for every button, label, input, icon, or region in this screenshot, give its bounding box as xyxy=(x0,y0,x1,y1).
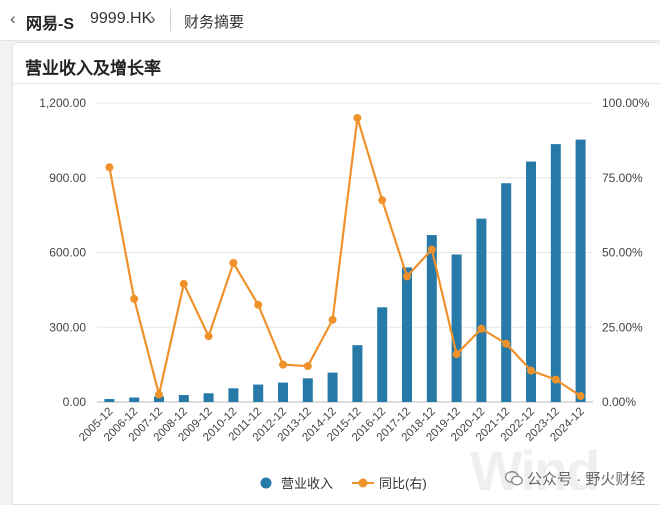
legend-growth-label: 同比(右) xyxy=(379,476,427,491)
growth-point xyxy=(204,332,213,341)
left-tick-label: 0.00 xyxy=(63,395,87,409)
left-tick-label: 600.00 xyxy=(49,246,86,260)
growth-point xyxy=(105,163,114,172)
growth-point xyxy=(502,339,511,348)
revenue-bar xyxy=(302,378,313,402)
legend-revenue-label: 营业收入 xyxy=(281,476,333,491)
growth-point xyxy=(155,390,163,399)
right-tick-label: 75.00% xyxy=(602,171,643,185)
growth-point xyxy=(303,362,312,371)
revenue-bar xyxy=(575,139,586,402)
revenue-bar xyxy=(228,388,239,402)
chart-title: 营业收入及增长率 xyxy=(25,59,161,78)
growth-point xyxy=(378,196,387,205)
right-tick-label: 0.00% xyxy=(602,395,636,409)
chevron-left-icon[interactable]: ‹ xyxy=(10,9,16,28)
revenue-bar xyxy=(352,345,363,402)
wechat-credit-text: 公众号 · 野火财经 xyxy=(527,471,646,488)
revenue-bar xyxy=(129,397,140,402)
wechat-credit: 公众号 · 野火财经 xyxy=(505,468,645,489)
growth-point xyxy=(477,324,486,333)
title-divider xyxy=(13,83,660,84)
growth-point xyxy=(254,300,263,309)
growth-point xyxy=(576,392,585,401)
growth-point xyxy=(527,366,535,375)
growth-point xyxy=(130,294,139,303)
left-tick-label: 1,200.00 xyxy=(39,96,86,110)
stock-name: 网易-S xyxy=(26,16,75,33)
growth-line xyxy=(108,117,582,397)
growth-point xyxy=(353,113,362,122)
left-tick-label: 900.00 xyxy=(49,171,86,185)
revenue-bar xyxy=(402,267,412,402)
header-divider xyxy=(170,9,171,31)
stock-code: 9999.HK xyxy=(90,10,153,27)
growth-point xyxy=(427,245,436,254)
revenue-bar xyxy=(550,144,561,403)
growth-point xyxy=(328,315,337,324)
top-bar: ‹ 网易-S 9999.HK › 财务摘要 xyxy=(0,0,660,41)
growth-point xyxy=(452,350,461,359)
revenue-bar xyxy=(203,393,214,402)
revenue-bar xyxy=(104,399,115,402)
revenue-bar xyxy=(154,396,164,402)
revenue-bar xyxy=(451,254,462,402)
revenue-bar xyxy=(253,384,264,402)
growth-point xyxy=(179,279,188,288)
right-tick-label: 25.00% xyxy=(602,320,643,334)
growth-point xyxy=(551,375,560,384)
wind-watermark: Wind xyxy=(470,439,600,502)
growth-point xyxy=(229,258,238,267)
right-tick-label: 50.00% xyxy=(602,246,643,260)
chevron-right-icon[interactable]: › xyxy=(150,9,156,28)
growth-point xyxy=(279,360,287,369)
revenue-bar xyxy=(501,183,512,402)
revenue-bar xyxy=(327,372,338,402)
revenue-bar xyxy=(526,161,536,402)
revenue-bar xyxy=(377,307,388,402)
wechat-icon xyxy=(505,471,523,486)
growth-point xyxy=(403,272,411,281)
right-tick-label: 100.00% xyxy=(602,96,650,110)
revenue-bar xyxy=(278,382,288,402)
revenue-bar xyxy=(426,235,437,402)
tab-financial-summary[interactable]: 财务摘要 xyxy=(184,14,245,31)
left-tick-label: 300.00 xyxy=(49,320,86,334)
revenue-bar xyxy=(476,218,487,402)
legend-growth-marker xyxy=(358,478,368,488)
revenue-bar xyxy=(178,395,189,402)
legend-revenue-marker xyxy=(260,477,272,489)
